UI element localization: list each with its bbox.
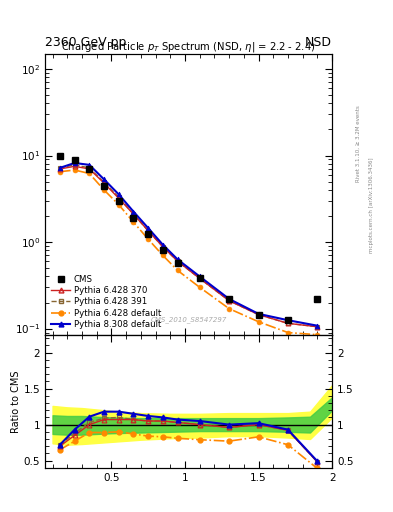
- Pythia 6.428 370: [315, 324, 320, 330]
- Pythia 6.428 391: [116, 194, 121, 200]
- Pythia 6.428 default: [87, 170, 92, 177]
- Pythia 6.428 391: [72, 162, 77, 168]
- Line: Pythia 6.428 370: Pythia 6.428 370: [57, 164, 320, 329]
- Pythia 6.428 default: [131, 219, 136, 225]
- Pythia 6.428 370: [160, 244, 165, 250]
- Pythia 6.428 391: [102, 179, 107, 185]
- Text: Rivet 3.1.10, ≥ 3.2M events: Rivet 3.1.10, ≥ 3.2M events: [356, 105, 361, 182]
- Pythia 6.428 370: [57, 166, 62, 172]
- Legend: CMS, Pythia 6.428 370, Pythia 6.428 391, Pythia 6.428 default, Pythia 8.308 defa: CMS, Pythia 6.428 370, Pythia 6.428 391,…: [50, 273, 163, 330]
- Pythia 6.428 391: [175, 258, 180, 264]
- Pythia 6.428 391: [197, 275, 202, 282]
- Pythia 6.428 default: [315, 332, 320, 338]
- Pythia 6.428 default: [160, 252, 165, 259]
- Pythia 6.428 391: [256, 312, 261, 318]
- Pythia 6.428 default: [72, 167, 77, 173]
- Pythia 6.428 default: [256, 318, 261, 325]
- Pythia 6.428 default: [227, 306, 231, 312]
- Line: Pythia 8.308 default: Pythia 8.308 default: [57, 161, 320, 328]
- Pythia 6.428 default: [102, 187, 107, 193]
- Title: Charged Particle $p_T$ Spectrum (NSD, $\eta$| = 2.2 - 2.4): Charged Particle $p_T$ Spectrum (NSD, $\…: [61, 40, 316, 54]
- Pythia 8.308 default: [315, 323, 320, 329]
- Line: Pythia 6.428 391: Pythia 6.428 391: [57, 162, 320, 329]
- Text: 2360 GeV pp: 2360 GeV pp: [45, 36, 127, 49]
- Pythia 8.308 default: [175, 257, 180, 263]
- Pythia 8.308 default: [256, 311, 261, 317]
- CMS: [256, 312, 261, 318]
- Pythia 6.428 391: [286, 321, 290, 327]
- Pythia 6.428 391: [315, 324, 320, 330]
- CMS: [197, 275, 202, 282]
- Pythia 6.428 391: [57, 165, 62, 171]
- Pythia 6.428 370: [102, 180, 107, 186]
- Pythia 6.428 default: [57, 168, 62, 175]
- Pythia 6.428 370: [227, 297, 231, 304]
- Pythia 6.428 370: [146, 228, 151, 234]
- Pythia 6.428 370: [87, 166, 92, 172]
- Pythia 6.428 370: [175, 258, 180, 264]
- Pythia 8.308 default: [72, 160, 77, 166]
- Pythia 8.308 default: [197, 273, 202, 280]
- Pythia 6.428 391: [160, 244, 165, 250]
- CMS: [227, 296, 231, 302]
- CMS: [286, 317, 290, 323]
- Pythia 6.428 370: [256, 312, 261, 318]
- Pythia 6.428 391: [87, 165, 92, 171]
- Pythia 8.308 default: [131, 208, 136, 215]
- CMS: [175, 260, 180, 266]
- CMS: [116, 198, 121, 204]
- Pythia 8.308 default: [116, 191, 121, 198]
- CMS: [72, 157, 77, 163]
- CMS: [146, 230, 151, 237]
- CMS: [131, 215, 136, 221]
- Pythia 8.308 default: [227, 296, 231, 302]
- Pythia 8.308 default: [102, 176, 107, 182]
- Pythia 6.428 default: [286, 330, 290, 336]
- Pythia 6.428 default: [146, 236, 151, 242]
- Pythia 8.308 default: [87, 162, 92, 168]
- CMS: [87, 166, 92, 172]
- CMS: [315, 296, 320, 302]
- Pythia 6.428 370: [197, 275, 202, 282]
- Pythia 8.308 default: [146, 225, 151, 231]
- Y-axis label: Ratio to CMS: Ratio to CMS: [11, 370, 21, 433]
- Pythia 6.428 default: [175, 267, 180, 273]
- Pythia 6.428 391: [227, 297, 231, 304]
- Text: mcplots.cern.ch [arXiv:1306.3436]: mcplots.cern.ch [arXiv:1306.3436]: [369, 157, 375, 252]
- Pythia 6.428 391: [131, 211, 136, 217]
- Pythia 6.428 370: [72, 163, 77, 169]
- Pythia 6.428 default: [197, 284, 202, 290]
- Pythia 6.428 default: [116, 202, 121, 208]
- Pythia 8.308 default: [160, 242, 165, 248]
- Pythia 8.308 default: [57, 165, 62, 171]
- CMS: [57, 153, 62, 159]
- Text: CMS_2010_S8547297: CMS_2010_S8547297: [151, 317, 227, 324]
- Pythia 6.428 370: [286, 321, 290, 327]
- Pythia 6.428 391: [146, 228, 151, 234]
- Line: Pythia 6.428 default: Pythia 6.428 default: [57, 167, 320, 337]
- Pythia 8.308 default: [286, 317, 290, 323]
- Line: CMS: CMS: [57, 153, 321, 324]
- CMS: [160, 246, 165, 252]
- Text: NSD: NSD: [305, 36, 332, 49]
- Pythia 6.428 370: [116, 195, 121, 201]
- CMS: [102, 182, 107, 188]
- Pythia 6.428 370: [131, 211, 136, 217]
